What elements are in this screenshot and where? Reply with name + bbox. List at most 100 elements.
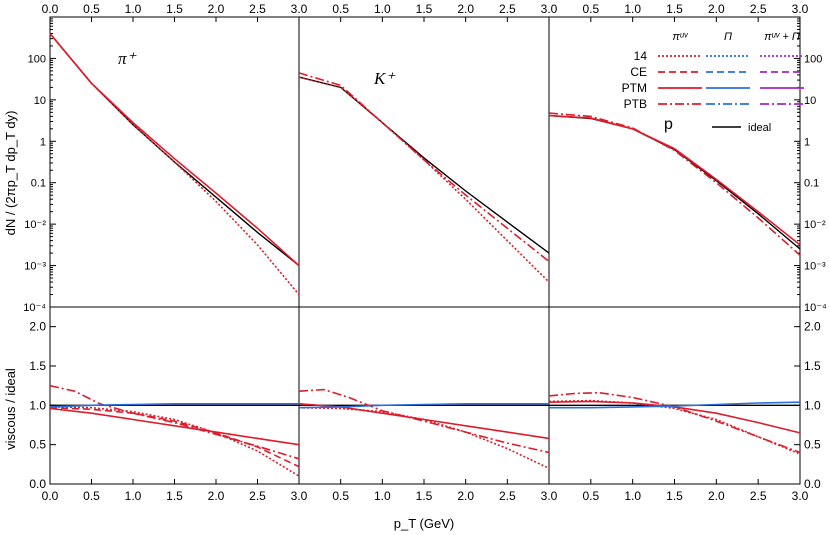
x-tick-label-top: 2.5 [249, 2, 266, 16]
x-tick-label-top: 2.5 [750, 2, 767, 16]
y-tick-label-top-right: 10⁻² [804, 219, 826, 231]
spectrum-line-ideal [49, 33, 300, 267]
x-tick-label-bottom: 0.0 [42, 489, 59, 503]
x-tick-label-top: 3.0 [792, 2, 809, 16]
x-tick-label-top: 0.5 [332, 2, 349, 16]
x-tick-label-top: 3.0 [541, 2, 558, 16]
spectrum-line-ideal [298, 76, 550, 254]
y-tick-label-top-left: 10⁻³ [24, 261, 46, 273]
x-tick-label-top: 1.5 [666, 2, 683, 16]
particle-label-p: p [664, 116, 673, 133]
y-tick-label-top-left: 10 [34, 95, 46, 107]
y-tick-label-top-left: 10⁻⁴ [23, 302, 46, 314]
spectrum-line-ideal [548, 114, 801, 250]
legend-row-label: PTB [624, 97, 647, 111]
x-tick-label-bottom: 0.5 [582, 489, 599, 503]
x-tick-label-top: 1.0 [624, 2, 641, 16]
legend-column-header: Π [724, 31, 732, 43]
x-tick-label-bottom: 1.5 [416, 489, 433, 503]
x-tick-label-bottom: 2.5 [499, 489, 516, 503]
x-tick-label-top: 3.0 [291, 2, 308, 16]
x-tick-label-top: 2.5 [499, 2, 516, 16]
y-tick-label-top-right: 10 [804, 95, 816, 107]
spectrum-line-14-shear [49, 33, 300, 296]
ratio-line-PTB-shear [298, 388, 550, 454]
y-tick-label-bottom-right: 2.0 [804, 320, 821, 334]
particle-label-pi: π⁺ [118, 49, 138, 68]
spectrum-line-PTM-shear [49, 33, 300, 267]
x-tick-label-bottom: 2.5 [249, 489, 266, 503]
x-tick-label-bottom: 2.5 [750, 489, 767, 503]
y-tick-label-bottom-right: 1.5 [804, 359, 821, 373]
y-tick-label-top-right: 10⁻⁴ [804, 302, 827, 314]
spectrum-line-PTB-shear [298, 72, 550, 263]
legend-row-label: CE [630, 65, 647, 79]
legend-row-label: 14 [634, 49, 648, 63]
ratio-line-PTB-shear [49, 384, 300, 460]
y-axis-label-bottom: viscous / ideal [3, 368, 18, 450]
legend-column-header: πᵘᵛ [672, 31, 688, 43]
x-tick-label-top: 2.0 [208, 2, 225, 16]
x-tick-label-bottom: 1.0 [624, 489, 641, 503]
ratio-line-PTM-bulk [298, 402, 549, 409]
x-tick-label-top: 1.5 [416, 2, 433, 16]
x-tick-label-top: 1.0 [374, 2, 391, 16]
y-tick-label-top-left: 10⁻² [24, 219, 46, 231]
y-tick-label-bottom-left: 0.0 [29, 477, 46, 491]
panel-frame-bottom-2 [548, 306, 801, 485]
y-tick-label-top-right: 10⁻³ [804, 261, 826, 273]
x-tick-label-bottom: 0.5 [83, 489, 100, 503]
ratio-line-PTM-bulk [549, 401, 801, 409]
x-tick-label-top: 2.0 [708, 2, 725, 16]
x-tick-label-bottom: 1.5 [666, 489, 683, 503]
panel-frame-top-1 [298, 16, 550, 308]
x-tick-label-top: 0.5 [582, 2, 599, 16]
y-tick-label-top-right: 1 [804, 136, 810, 148]
ratio-line-14-shear [298, 406, 550, 470]
x-tick-label-bottom: 2.0 [208, 489, 225, 503]
x-tick-label-bottom: 0.5 [332, 489, 349, 503]
y-tick-label-top-left: 0.1 [31, 178, 46, 190]
y-axis-label-top: dN / (2πp_T dp_T dy) [3, 111, 18, 236]
ratio-line-PTM-bulk [49, 402, 299, 408]
x-tick-label-bottom: 3.0 [541, 489, 558, 503]
y-tick-label-bottom-left: 0.5 [29, 438, 46, 452]
x-tick-label-top: 1.5 [166, 2, 183, 16]
y-tick-label-bottom-right: 0.5 [804, 438, 821, 452]
ratio-line-PTB-shear [548, 391, 801, 454]
legend-ideal-label: ideal [748, 122, 771, 134]
panel-frame-top-2 [548, 16, 801, 308]
panel-frame-bottom-1 [298, 306, 550, 485]
y-tick-label-top-right: 100 [804, 53, 822, 65]
spectrum-line-14-shear [298, 76, 550, 283]
x-tick-label-bottom: 1.5 [166, 489, 183, 503]
y-tick-label-bottom-left: 2.0 [29, 320, 46, 334]
x-tick-label-bottom: 2.0 [708, 489, 725, 503]
x-tick-label-top: 0.5 [83, 2, 100, 16]
y-tick-label-bottom-left: 1.5 [29, 359, 46, 373]
y-tick-label-bottom-right: 1.0 [804, 398, 821, 412]
spectrum-line-PTM-shear [548, 114, 801, 246]
x-tick-label-top: 1.0 [125, 2, 142, 16]
legend-row-label: PTM [622, 81, 647, 95]
y-tick-label-bottom-left: 1.0 [29, 398, 46, 412]
panel-frame-bottom-0 [49, 306, 300, 485]
ratio-line-14-shear [49, 406, 300, 477]
particle-label-k: K⁺ [373, 69, 396, 88]
x-tick-label-bottom: 2.0 [457, 489, 474, 503]
y-tick-label-top-right: 0.1 [804, 178, 819, 190]
x-tick-label-top: 2.0 [457, 2, 474, 16]
ratio-line-14-shear [548, 399, 801, 455]
x-tick-label-bottom: 1.0 [125, 489, 142, 503]
x-axis-label: p_T (GeV) [394, 516, 454, 531]
x-tick-label-bottom: 3.0 [291, 489, 308, 503]
x-tick-label-bottom: 3.0 [792, 489, 809, 503]
x-tick-label-top: 0.0 [42, 2, 59, 16]
x-tick-label-bottom: 1.0 [374, 489, 391, 503]
ratio-line-CE-shear [49, 406, 300, 468]
spectrum-line-PTB-shear [548, 112, 801, 256]
ratio-line-PTM-shear [49, 407, 300, 446]
y-tick-label-bottom-right: 0.0 [804, 477, 821, 491]
y-tick-label-top-left: 1 [40, 136, 46, 148]
